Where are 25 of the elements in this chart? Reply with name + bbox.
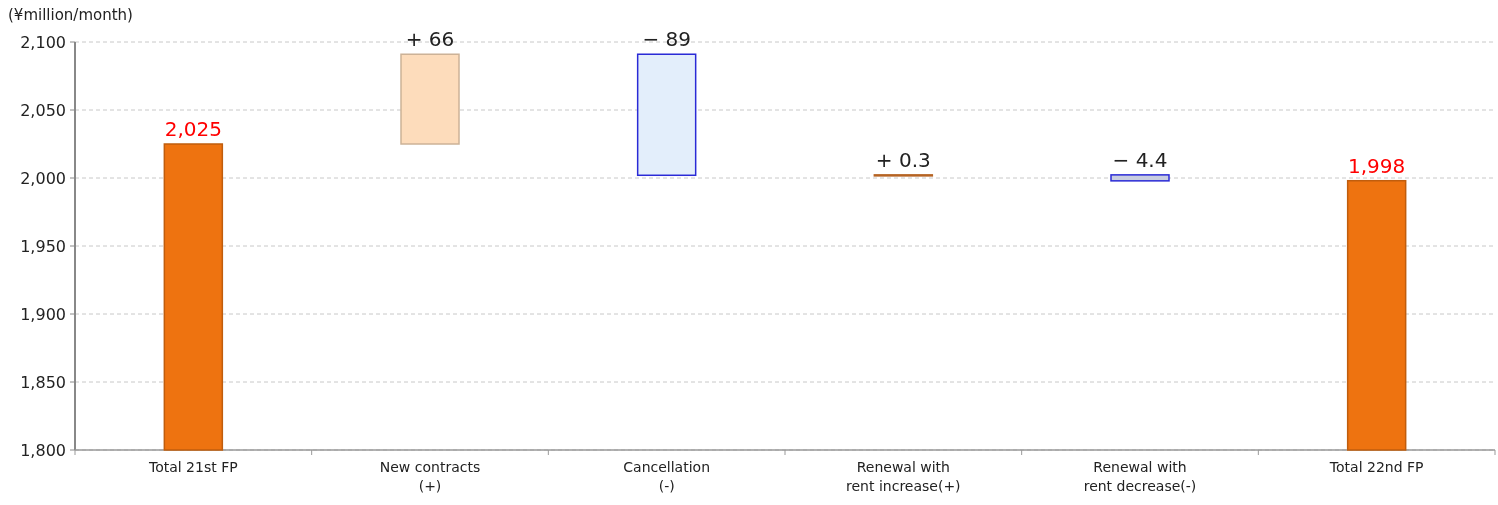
y-tick-label: 1,850 bbox=[20, 372, 66, 392]
x-tick-label: Renewal with rent increase(+) bbox=[846, 459, 961, 494]
data-label: − 89 bbox=[642, 27, 691, 52]
data-label: 2,025 bbox=[164, 117, 222, 141]
data-label: + 66 bbox=[405, 27, 455, 52]
bar bbox=[163, 143, 224, 451]
bar bbox=[636, 53, 697, 177]
y-tick-label: 2,050 bbox=[20, 100, 66, 120]
y-tick-label: 2,100 bbox=[20, 32, 66, 52]
y-tick-label: 1,800 bbox=[20, 440, 66, 460]
bar bbox=[1346, 179, 1407, 451]
x-tick-label: New contracts (+) bbox=[379, 459, 481, 494]
x-tick-label: Total 22nd FP bbox=[1328, 459, 1424, 475]
bar bbox=[400, 53, 460, 145]
x-tick-label: Cancellation (-) bbox=[623, 459, 711, 494]
y-tick-label: 2,000 bbox=[20, 168, 66, 188]
x-tick-label: Renewal with rent decrease(-) bbox=[1083, 459, 1197, 494]
data-label: 1,998 bbox=[1348, 153, 1406, 178]
bar bbox=[1110, 174, 1170, 182]
data-label: + 0.3 bbox=[875, 147, 931, 172]
y-tick-label: 1,900 bbox=[20, 304, 66, 324]
y-axis-title: (¥million/month) bbox=[8, 6, 133, 24]
y-tick-label: 1,950 bbox=[20, 236, 66, 256]
x-tick-label: Total 21st FP bbox=[147, 459, 238, 475]
data-label: − 4.4 bbox=[1112, 147, 1168, 172]
